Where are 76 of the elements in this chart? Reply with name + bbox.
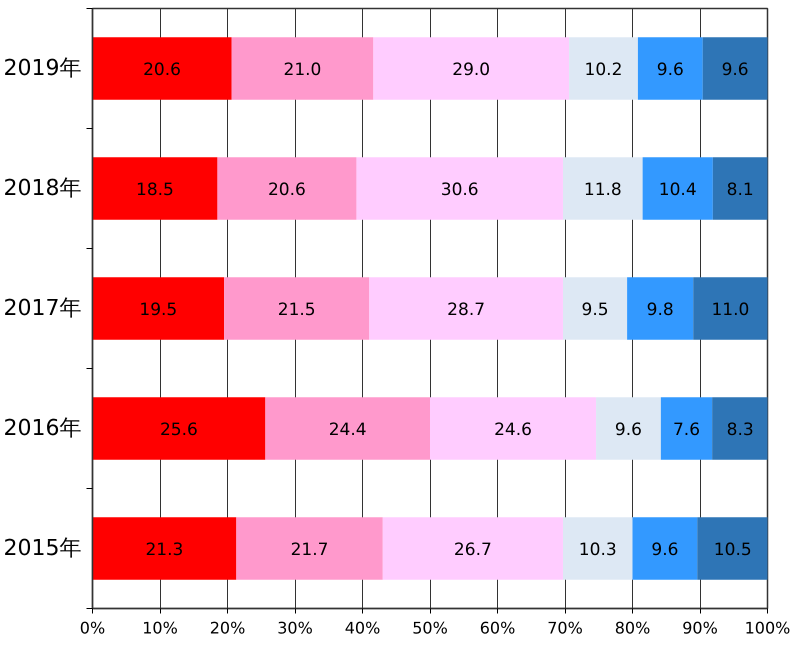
bar — [224, 277, 370, 340]
data-label: 25.6 — [160, 420, 198, 440]
bar — [217, 157, 356, 220]
bar — [632, 517, 698, 580]
bar — [697, 517, 768, 580]
data-label: 10.5 — [714, 540, 752, 560]
x-tick-label: 70% — [547, 618, 583, 638]
bar — [430, 397, 596, 460]
data-label: 21.0 — [284, 60, 322, 80]
data-label: 10.4 — [658, 180, 697, 200]
data-label: 7.6 — [672, 420, 700, 440]
bar — [92, 37, 232, 100]
data-label: 24.4 — [328, 420, 367, 440]
bar — [92, 517, 236, 580]
bar — [232, 37, 374, 100]
bar — [569, 37, 638, 100]
bar — [712, 157, 768, 220]
x-tick-label: 30% — [277, 618, 313, 638]
bar — [92, 157, 218, 220]
bar — [642, 157, 713, 220]
bar — [92, 277, 224, 340]
data-label: 19.5 — [139, 300, 178, 320]
bar — [356, 157, 563, 220]
y-tick-label: 2015年 — [4, 536, 82, 561]
x-tick-label: 50% — [412, 618, 448, 638]
bar — [693, 277, 768, 340]
bar — [562, 157, 643, 220]
y-tick-label: 2017年 — [4, 296, 82, 321]
data-label: 30.6 — [440, 180, 479, 200]
y-tick-label: 2019年 — [4, 56, 82, 81]
data-label: 26.7 — [454, 540, 492, 560]
bar — [236, 517, 383, 580]
data-label: 20.6 — [143, 60, 181, 80]
y-tick-label: 2018年 — [4, 176, 82, 201]
data-label: 11.0 — [711, 300, 750, 320]
data-label: 21.3 — [145, 540, 184, 560]
bar — [265, 397, 430, 460]
x-tick-label: 40% — [344, 618, 380, 638]
bar — [638, 37, 703, 100]
data-label: 9.5 — [582, 300, 609, 320]
bar — [562, 517, 632, 580]
bar — [660, 397, 712, 460]
data-label: 29.0 — [452, 60, 490, 80]
bar — [702, 37, 768, 100]
data-label: 8.1 — [726, 180, 754, 200]
bar — [712, 397, 768, 460]
data-label: 21.5 — [278, 300, 316, 320]
x-tick-label: 0% — [80, 618, 106, 638]
bar — [562, 277, 628, 340]
x-tick-label: 100% — [744, 618, 790, 638]
data-label: 9.6 — [656, 60, 684, 80]
x-tick-label: 80% — [614, 618, 650, 638]
data-label: 24.6 — [494, 420, 532, 440]
x-tick-label: 10% — [142, 618, 178, 638]
data-label: 9.6 — [722, 60, 749, 80]
data-label: 9.6 — [614, 420, 642, 440]
data-label: 21.7 — [290, 540, 328, 560]
data-label: 28.7 — [447, 300, 486, 320]
data-label: 10.3 — [578, 540, 617, 560]
data-label: 9.6 — [651, 540, 678, 560]
bar — [92, 397, 266, 460]
y-tick-label: 2016年 — [4, 416, 82, 441]
x-tick-label: 20% — [210, 618, 246, 638]
bar — [373, 37, 570, 100]
data-label: 11.8 — [584, 180, 622, 200]
bar — [627, 277, 694, 340]
data-label: 20.6 — [268, 180, 306, 200]
data-label: 18.5 — [136, 180, 174, 200]
data-label: 9.8 — [646, 300, 674, 320]
bar — [369, 277, 563, 340]
x-tick-label: 60% — [480, 618, 516, 638]
bar — [596, 397, 661, 460]
data-label: 8.3 — [726, 420, 754, 440]
x-tick-label: 90% — [682, 618, 718, 638]
data-label: 10.2 — [584, 60, 622, 80]
bar — [382, 517, 563, 580]
